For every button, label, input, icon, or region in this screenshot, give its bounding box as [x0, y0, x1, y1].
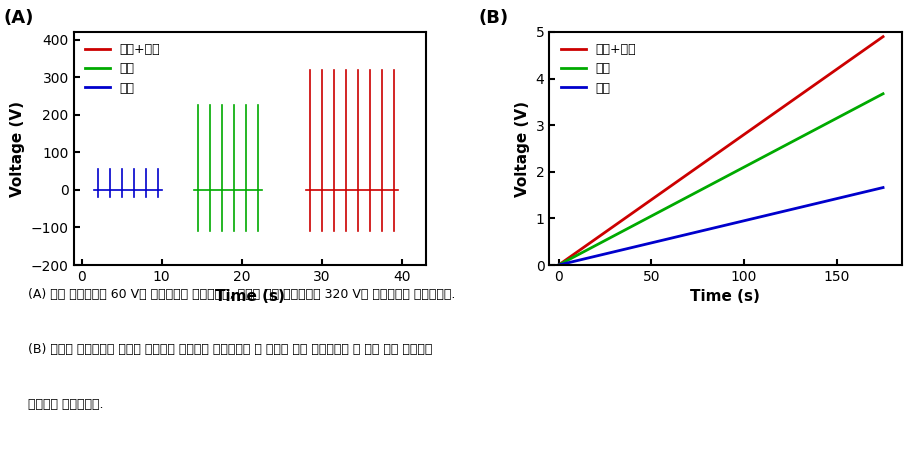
- Text: (A) 늘림 형태변형시 60 V의 출력전압이 생산되었고, 늘림과 굽힘 형태변형시 320 V의 출력전압이 발생하였다.: (A) 늘림 형태변형시 60 V의 출력전압이 생산되었고, 늘림과 굽힘 형…: [28, 288, 455, 301]
- Text: 생산됨을 확인하였다.: 생산됨을 확인하였다.: [28, 398, 103, 410]
- X-axis label: Time (s): Time (s): [215, 289, 284, 304]
- 눌림: [709, 225, 720, 230]
- 눌림+굽힘: [709, 153, 720, 158]
- 눌림+굽힘: [877, 34, 888, 39]
- 굽힘: [877, 91, 888, 96]
- 눌림: [745, 216, 756, 222]
- 눌림+굽힘: [552, 262, 563, 268]
- Text: (A): (A): [3, 9, 33, 27]
- 굽힘: [818, 122, 829, 128]
- 눌림: [877, 185, 888, 190]
- Y-axis label: Voltage (V): Voltage (V): [10, 101, 25, 197]
- Text: (B): (B): [478, 9, 508, 27]
- Legend: 눌림+굽힘, 굽힘, 눌림: 눌림+굽힘, 굽힘, 눌림: [555, 38, 641, 100]
- 눌림+굽힘: [868, 39, 879, 45]
- 눌림: [707, 225, 718, 231]
- Text: (B) 각각의 형태변형시 발생한 에너지의 저장속도 비교하였을 때 늘림과 굽힘 형태변형시 더 많은 전기 에너지가: (B) 각각의 형태변형시 발생한 에너지의 저장속도 비교하였을 때 늘림과 …: [28, 343, 432, 356]
- 굽힘: [709, 180, 720, 186]
- 눌림+굽힘: [745, 127, 756, 132]
- 굽힘: [745, 160, 756, 166]
- 눌림: [552, 262, 563, 268]
- X-axis label: Time (s): Time (s): [690, 289, 759, 304]
- Line: 눌림+굽힘: 눌림+굽힘: [558, 37, 882, 265]
- 굽힘: [707, 181, 718, 186]
- Y-axis label: Voltage (V): Voltage (V): [515, 101, 529, 197]
- 눌림+굽힘: [707, 154, 718, 159]
- Legend: 눌림+굽힘, 굽힘, 눌림: 눌림+굽힘, 굽힘, 눌림: [80, 38, 165, 100]
- 눌림: [728, 220, 739, 226]
- 굽힘: [552, 262, 563, 268]
- 눌림: [868, 187, 879, 192]
- 굽힘: [728, 170, 739, 175]
- 눌림: [818, 199, 829, 204]
- Line: 굽힘: 굽힘: [558, 94, 882, 265]
- 눌림+굽힘: [818, 75, 829, 80]
- Line: 눌림: 눌림: [558, 187, 882, 265]
- 굽힘: [868, 95, 879, 101]
- 눌림+굽힘: [728, 139, 739, 144]
